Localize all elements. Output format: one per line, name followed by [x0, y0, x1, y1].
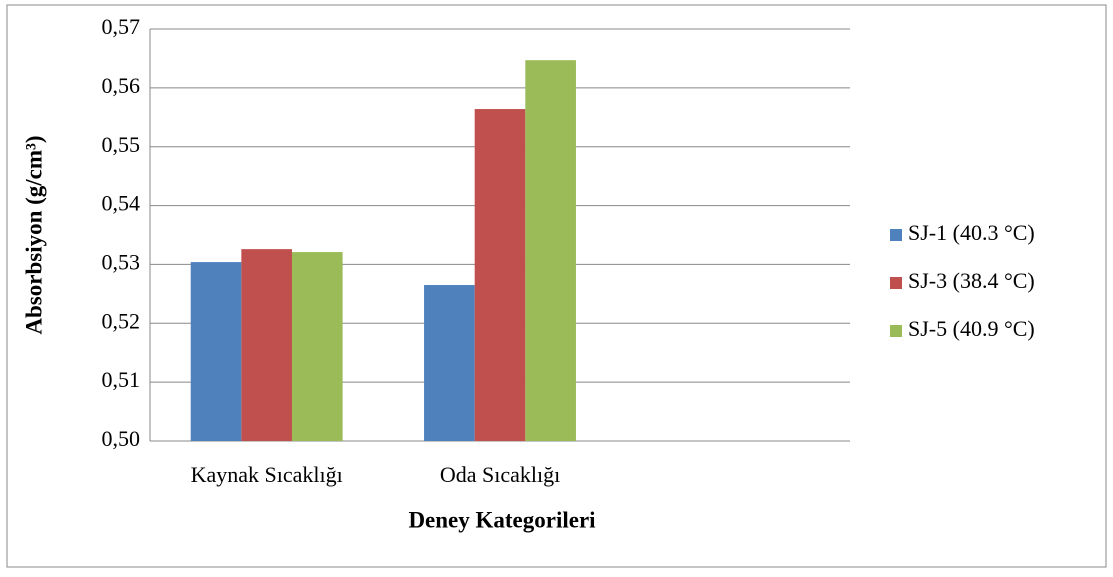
- legend-label: SJ-1 (40.3 °C): [908, 220, 1035, 245]
- y-tick-label: 0,56: [102, 73, 141, 98]
- bar: [525, 60, 576, 442]
- x-axis-title: Deney Kategorileri: [408, 507, 596, 532]
- y-tick-label: 0,51: [102, 367, 141, 392]
- legend-label: SJ-5 (40.9 °C): [908, 316, 1035, 341]
- y-tick-label: 0,55: [102, 132, 141, 157]
- bar: [291, 252, 343, 441]
- y-tick-label: 0,50: [102, 426, 141, 451]
- bar: [424, 285, 475, 441]
- y-tick-label: 0,54: [102, 191, 141, 216]
- legend-swatch: [890, 229, 902, 241]
- y-axis-title: Absorbsiyon (g/cm³): [21, 135, 46, 334]
- y-tick-label: 0,57: [102, 14, 141, 39]
- x-tick-label: Oda Sıcaklığı: [440, 462, 560, 487]
- x-tick-label: Kaynak Sıcaklığı: [191, 462, 343, 487]
- bar: [241, 249, 292, 441]
- y-tick-label: 0,52: [102, 308, 141, 333]
- legend-swatch: [890, 277, 902, 289]
- bar: [190, 262, 242, 441]
- y-tick-label: 0,53: [102, 249, 141, 274]
- legend-swatch: [890, 325, 902, 337]
- legend-label: SJ-3 (38.4 °C): [908, 268, 1035, 293]
- bar: [474, 109, 526, 441]
